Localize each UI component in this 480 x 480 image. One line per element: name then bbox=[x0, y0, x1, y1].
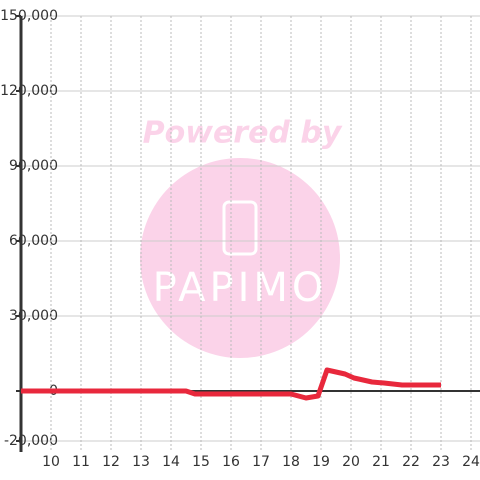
x-tick-label: 23 bbox=[432, 454, 450, 470]
x-tick-label: 13 bbox=[132, 454, 150, 470]
x-tick-label: 10 bbox=[42, 454, 60, 470]
x-tick-label: 15 bbox=[192, 454, 210, 470]
x-tick-label: 22 bbox=[402, 454, 420, 470]
x-tick-label: 14 bbox=[162, 454, 180, 470]
x-tick-label: 16 bbox=[222, 454, 240, 470]
x-tick-label: 24 bbox=[462, 454, 480, 470]
x-tick-label: 21 bbox=[372, 454, 390, 470]
x-tick-label: 19 bbox=[312, 454, 330, 470]
x-tick-label: 12 bbox=[102, 454, 120, 470]
y-tick-label: 120,000 bbox=[0, 83, 58, 99]
watermark-circle bbox=[140, 158, 340, 358]
series-line bbox=[21, 367, 441, 401]
y-tick-label: -20,000 bbox=[4, 433, 58, 449]
y-tick-label: 150,000 bbox=[0, 8, 58, 24]
x-tick-label: 17 bbox=[252, 454, 270, 470]
watermark-text: Powered by bbox=[143, 116, 343, 151]
x-tick-label: 18 bbox=[282, 454, 300, 470]
x-tick-label: 11 bbox=[72, 454, 90, 470]
watermark-phone bbox=[222, 200, 258, 256]
watermark-logo: PAPIMO bbox=[153, 265, 328, 311]
x-tick-label: 20 bbox=[342, 454, 360, 470]
